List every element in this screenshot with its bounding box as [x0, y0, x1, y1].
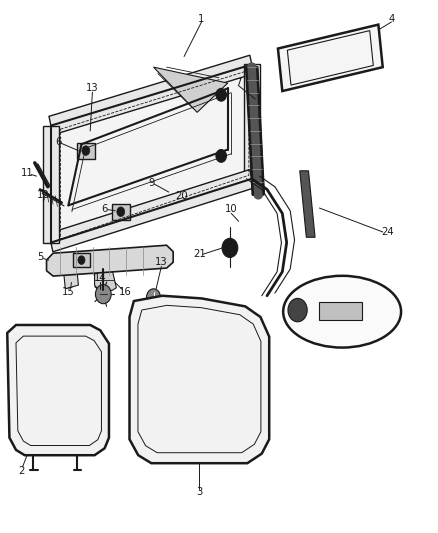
Text: 1: 1: [198, 14, 205, 25]
Polygon shape: [49, 169, 254, 252]
Text: 24: 24: [381, 227, 393, 237]
Polygon shape: [278, 25, 383, 91]
Text: 5: 5: [38, 253, 44, 262]
Circle shape: [78, 256, 85, 264]
Text: 2: 2: [18, 466, 25, 476]
Ellipse shape: [283, 276, 401, 348]
Polygon shape: [95, 269, 117, 290]
Text: 9: 9: [148, 177, 155, 188]
Circle shape: [95, 285, 111, 304]
Text: 7: 7: [236, 78, 242, 88]
FancyBboxPatch shape: [112, 204, 130, 220]
Polygon shape: [46, 245, 173, 276]
Text: 21: 21: [193, 249, 206, 259]
Polygon shape: [244, 64, 260, 179]
Text: 22: 22: [290, 320, 303, 330]
Polygon shape: [51, 64, 252, 243]
Circle shape: [82, 146, 90, 156]
Polygon shape: [64, 272, 78, 289]
Text: 13: 13: [155, 257, 168, 267]
Polygon shape: [153, 67, 228, 112]
Circle shape: [147, 289, 160, 306]
Text: 20: 20: [176, 191, 188, 201]
Text: 23: 23: [336, 326, 349, 336]
Text: 3: 3: [196, 487, 202, 497]
Text: 11: 11: [21, 168, 33, 179]
Text: 13: 13: [86, 83, 99, 93]
Text: 10: 10: [225, 204, 237, 214]
Text: 6: 6: [102, 204, 108, 214]
FancyBboxPatch shape: [318, 302, 362, 320]
Circle shape: [216, 88, 226, 101]
Polygon shape: [300, 171, 315, 237]
Circle shape: [117, 207, 125, 216]
Polygon shape: [7, 325, 109, 455]
Polygon shape: [246, 67, 265, 195]
Polygon shape: [49, 55, 254, 135]
Polygon shape: [43, 126, 59, 243]
Text: 12: 12: [37, 190, 50, 200]
Text: 16: 16: [119, 287, 131, 297]
Polygon shape: [130, 296, 269, 463]
Circle shape: [288, 298, 307, 322]
Circle shape: [222, 238, 238, 257]
Text: 14: 14: [94, 273, 106, 283]
FancyBboxPatch shape: [77, 143, 95, 159]
Text: 6: 6: [55, 136, 61, 147]
Circle shape: [216, 150, 226, 163]
FancyBboxPatch shape: [73, 253, 90, 268]
Text: 4: 4: [389, 14, 395, 25]
Text: 15: 15: [62, 287, 75, 297]
